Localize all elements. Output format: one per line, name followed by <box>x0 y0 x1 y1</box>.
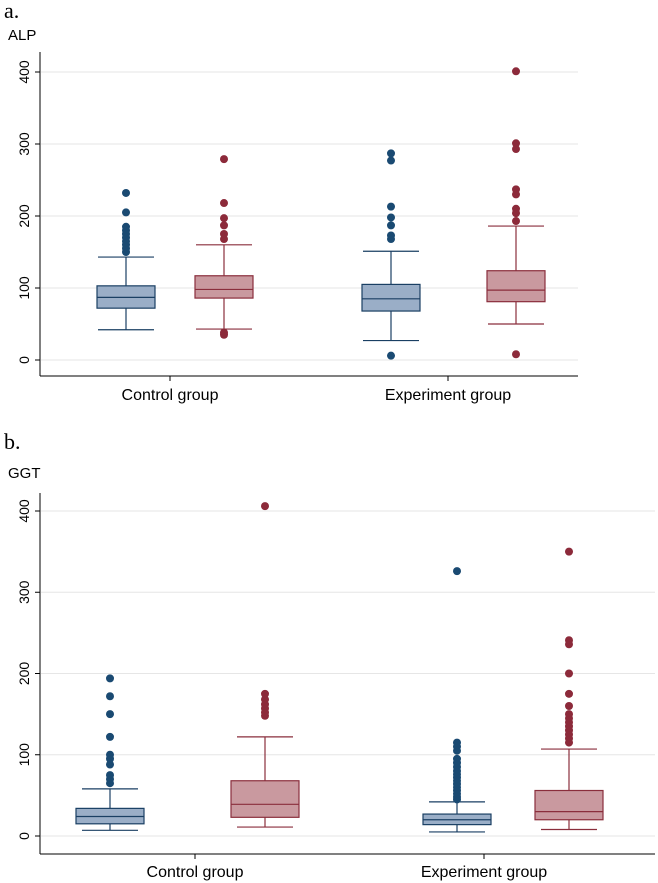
box-blue-0 <box>96 188 156 331</box>
outlier-point <box>122 208 130 217</box>
outlier-point <box>453 738 461 747</box>
outlier-point <box>453 754 461 763</box>
outlier-point <box>565 547 573 556</box>
outlier-point <box>106 771 114 780</box>
panel-b-ggt: b. GGT 0 100 200 300 400 Control group Experimen… <box>4 429 655 881</box>
box-red-3 <box>534 547 604 831</box>
outlier-point <box>453 567 461 576</box>
x-category-label: Experiment group <box>421 864 547 881</box>
panel-a-alp: a. ALP 0 100 200 300 400 Control group Experimen… <box>4 0 578 404</box>
outlier-point <box>387 231 395 240</box>
outlier-point <box>565 710 573 719</box>
iqr-box <box>230 780 300 818</box>
y-tick-label: 200 <box>16 662 32 686</box>
outlier-point <box>512 145 520 154</box>
outlier-point <box>106 692 114 701</box>
outlier-point <box>106 760 114 769</box>
outlier-point <box>261 689 269 698</box>
outlier-point <box>512 204 520 213</box>
box-blue-0 <box>75 674 145 831</box>
outlier-point <box>512 217 520 226</box>
outlier-point <box>387 213 395 222</box>
box-red-3 <box>486 67 546 359</box>
iqr-box <box>486 270 546 303</box>
outlier-point <box>387 156 395 165</box>
y-tick-label: 300 <box>16 580 32 604</box>
outlier-point <box>512 139 520 148</box>
outlier-point <box>565 636 573 645</box>
y-tick-label: 200 <box>16 204 32 228</box>
outlier-point <box>220 214 228 223</box>
outlier-point <box>106 732 114 741</box>
iqr-box <box>361 283 421 312</box>
outlier-point <box>387 351 395 360</box>
outlier-point <box>122 188 130 197</box>
iqr-box <box>194 275 254 299</box>
x-category-label: Experiment group <box>385 387 511 404</box>
y-tick-label: 400 <box>16 499 32 523</box>
y-axis-label: ALP <box>8 27 36 44</box>
outlier-point <box>512 67 520 76</box>
outlier-point <box>220 221 228 230</box>
outlier-point <box>565 669 573 678</box>
iqr-box <box>534 789 604 821</box>
panel-label: a. <box>4 0 19 23</box>
outlier-point <box>565 702 573 710</box>
y-tick-label: 100 <box>16 743 32 767</box>
outlier-point <box>261 502 269 511</box>
outlier-point <box>261 695 269 704</box>
outlier-point <box>220 328 228 337</box>
box-blue-2 <box>361 149 421 360</box>
outlier-point <box>220 199 228 208</box>
x-category-label: Control group <box>147 864 244 881</box>
y-tick-label: 0 <box>16 832 32 840</box>
outlier-point <box>387 202 395 211</box>
outlier-point <box>387 221 395 230</box>
outlier-point <box>220 155 228 164</box>
outlier-point <box>565 689 573 698</box>
box-red-1 <box>194 155 254 339</box>
box-red-1 <box>230 502 300 828</box>
outlier-point <box>106 710 114 719</box>
y-tick-label: 0 <box>16 356 32 364</box>
x-category-label: Control group <box>122 387 219 404</box>
outlier-point <box>512 350 520 359</box>
y-tick-label: 300 <box>16 132 32 156</box>
y-axis-label: GGT <box>8 465 41 482</box>
panel-label: b. <box>4 429 21 454</box>
outlier-point <box>220 230 228 238</box>
y-tick-label: 100 <box>16 276 32 300</box>
y-tick-label: 400 <box>16 60 32 84</box>
outlier-point <box>122 222 130 231</box>
outlier-point <box>387 149 395 158</box>
outlier-point <box>106 750 114 759</box>
outlier-point <box>106 674 114 683</box>
outlier-point <box>512 185 520 194</box>
box-blue-2 <box>422 567 492 833</box>
